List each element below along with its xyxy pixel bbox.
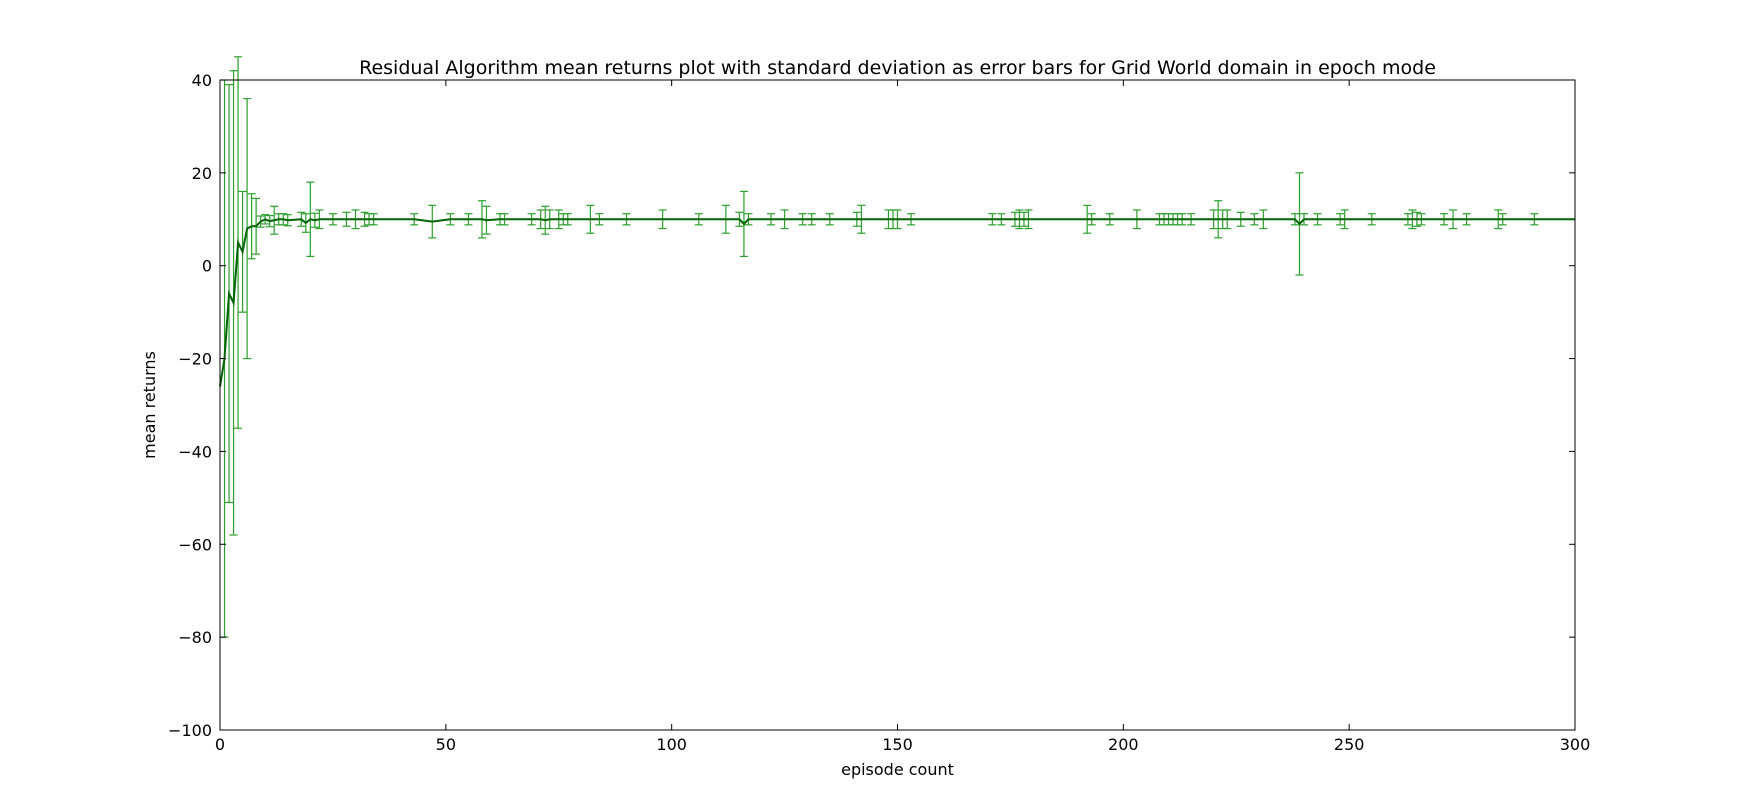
x-tick-label: 50 (436, 735, 456, 754)
y-tick-label: −80 (178, 628, 212, 647)
y-tick-label: −40 (178, 442, 212, 461)
y-axis: 40 20 0 −20 −40 −60 −80 −100 (168, 71, 1575, 740)
y-tick-label: −20 (178, 350, 212, 369)
y-tick-label: −100 (168, 721, 212, 740)
chart-title: Residual Algorithm mean returns plot wit… (359, 57, 1436, 79)
series-line (219, 218, 1575, 387)
x-axis: 0 50 100 150 200 250 300 (215, 80, 1590, 754)
x-tick-label: 100 (656, 735, 687, 754)
y-axis-label: mean returns (140, 351, 159, 459)
x-tick-label: 0 (215, 735, 225, 754)
x-axis-label: episode count (841, 760, 954, 779)
x-tick-label: 250 (1334, 735, 1365, 754)
x-tick-label: 300 (1560, 735, 1591, 754)
plot-frame (219, 79, 1576, 731)
x-tick-label: 150 (882, 735, 913, 754)
errorbars-group (220, 56, 1539, 638)
y-tick-label: −60 (178, 535, 212, 554)
y-tick-label: 0 (202, 257, 212, 276)
y-tick-label: 20 (192, 164, 212, 183)
y-tick-label: 40 (192, 71, 212, 90)
x-tick-label: 200 (1108, 735, 1139, 754)
